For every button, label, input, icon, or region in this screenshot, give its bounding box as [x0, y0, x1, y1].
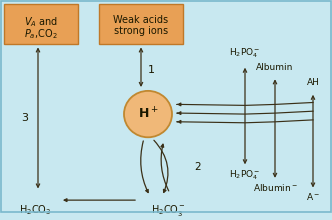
Text: H$_2$PO$_4^-$: H$_2$PO$_4^-$ [229, 168, 261, 182]
Text: H$^+$: H$^+$ [138, 106, 158, 122]
Text: H$_2$PO$_4^-$: H$_2$PO$_4^-$ [229, 46, 261, 60]
Circle shape [124, 91, 172, 137]
Text: H$_2$CO$_3^-$: H$_2$CO$_3^-$ [150, 203, 186, 218]
Text: Albumin: Albumin [256, 62, 294, 72]
Text: strong ions: strong ions [114, 26, 168, 36]
Text: A$^-$: A$^-$ [306, 191, 320, 202]
FancyBboxPatch shape [99, 4, 183, 44]
Text: $\mathit{P}_a$,CO$_2$: $\mathit{P}_a$,CO$_2$ [24, 27, 58, 41]
Text: AH: AH [306, 78, 319, 87]
Text: H$_2$CO$_3$: H$_2$CO$_3$ [19, 203, 51, 217]
Text: 2: 2 [194, 162, 201, 172]
Text: Albumin$^-$: Albumin$^-$ [253, 182, 297, 193]
FancyBboxPatch shape [4, 4, 78, 44]
Text: Weak acids: Weak acids [114, 15, 169, 24]
Text: 1: 1 [148, 65, 155, 75]
Text: $\mathit{V}_A$ and: $\mathit{V}_A$ and [24, 15, 58, 29]
Text: 3: 3 [22, 113, 29, 123]
